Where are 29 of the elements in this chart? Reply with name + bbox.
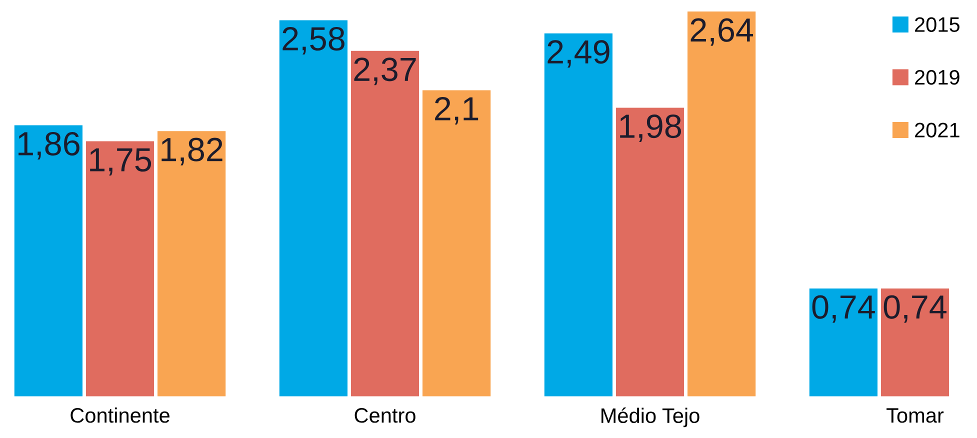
data-label: 2,1 xyxy=(435,96,478,125)
bar xyxy=(422,90,491,396)
x-tick-label: Tomar xyxy=(886,408,944,423)
bar xyxy=(687,12,756,396)
bar xyxy=(809,288,878,396)
legend-label: 2015 xyxy=(915,17,960,32)
data-label: 0,74 xyxy=(812,295,875,323)
bar xyxy=(14,125,82,396)
data-label: 2,64 xyxy=(690,18,754,46)
bar xyxy=(544,33,612,396)
x-tick-label: Continente xyxy=(70,408,170,423)
legend-label: 2021 xyxy=(915,122,960,138)
bar xyxy=(279,20,348,396)
data-label: 1,82 xyxy=(162,138,222,166)
data-label: 1,86 xyxy=(18,132,80,160)
bar xyxy=(880,288,950,396)
data-label: 1,98 xyxy=(620,114,681,142)
bar xyxy=(157,131,226,396)
data-label: 0,74 xyxy=(884,295,946,323)
legend-label: 2019 xyxy=(915,70,960,85)
bar xyxy=(86,141,154,396)
bar xyxy=(350,50,420,396)
data-label: 2,37 xyxy=(354,58,416,86)
x-tick-label: Médio Tejo xyxy=(602,408,700,428)
x-tick-label: Centro xyxy=(354,408,416,423)
data-label: 2,49 xyxy=(548,40,610,68)
data-label: 1,75 xyxy=(90,148,152,176)
bar xyxy=(616,108,684,396)
data-label: 2,58 xyxy=(282,27,344,55)
